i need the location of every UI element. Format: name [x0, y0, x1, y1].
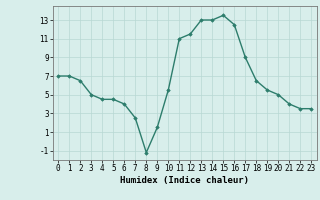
X-axis label: Humidex (Indice chaleur): Humidex (Indice chaleur)	[120, 176, 249, 185]
